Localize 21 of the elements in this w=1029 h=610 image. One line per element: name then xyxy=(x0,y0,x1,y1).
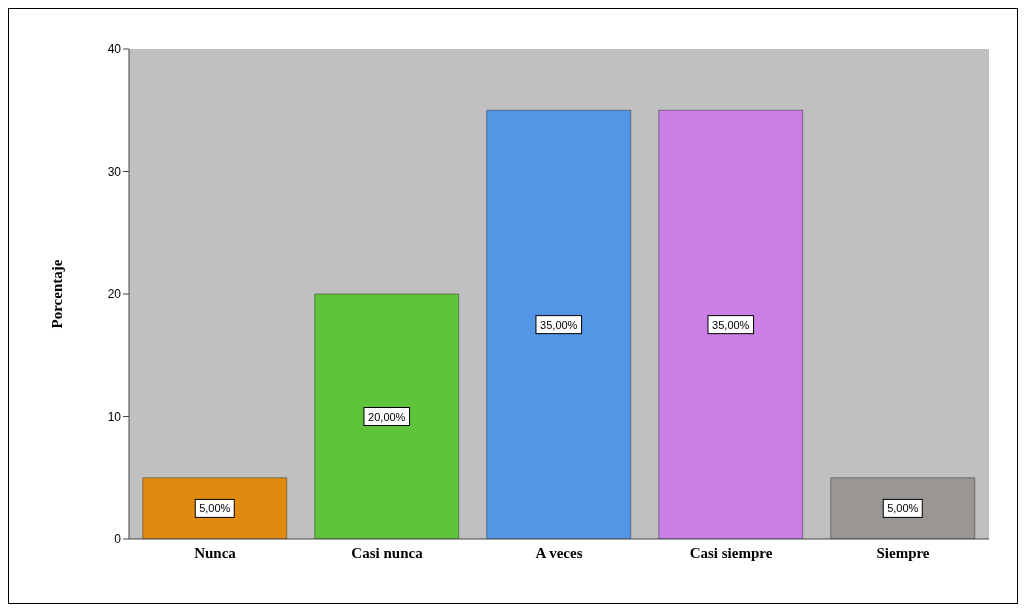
bar xyxy=(486,110,632,539)
data-label: 5,00% xyxy=(199,502,231,515)
data-label: 20,00% xyxy=(368,410,406,423)
y-tick-label: 40 xyxy=(107,42,122,57)
bar xyxy=(142,477,288,539)
data-label: 5,00% xyxy=(887,502,919,515)
y-tick-label: 30 xyxy=(107,164,122,179)
x-tick-label: Casi nunca xyxy=(351,544,424,561)
y-tick-label: 0 xyxy=(114,532,122,547)
x-tick-label: Casi siempre xyxy=(689,544,773,561)
bar xyxy=(830,477,976,539)
x-tick-label: Nunca xyxy=(194,544,237,561)
y-tick-label: 10 xyxy=(107,409,122,424)
y-tick-label: 20 xyxy=(107,287,122,302)
x-tick-label: Siempre xyxy=(876,544,930,561)
bar xyxy=(314,293,460,539)
data-label: 35,00% xyxy=(712,318,750,331)
bar xyxy=(658,110,804,539)
x-tick-label: A veces xyxy=(535,544,583,561)
y-axis-title: Porcentaje xyxy=(49,259,66,329)
data-label: 35,00% xyxy=(540,318,578,331)
